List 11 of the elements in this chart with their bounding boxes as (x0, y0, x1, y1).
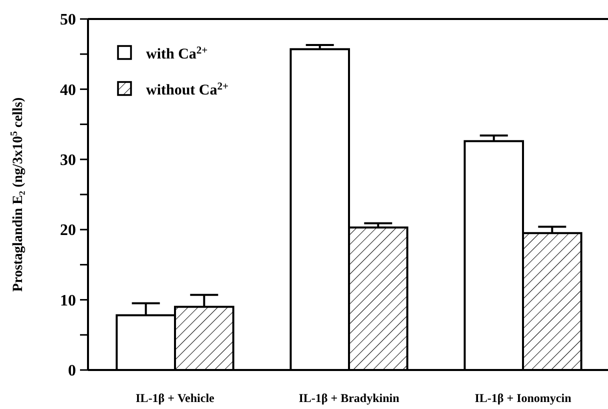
x-tick-label: IL-1β + Vehicle (136, 391, 216, 405)
y-tick-label: 20 (60, 222, 76, 240)
legend-label: with Ca$^{2+}$ (146, 44, 208, 62)
y-tick-label: 0 (68, 362, 76, 380)
y-tick-label: 10 (60, 292, 76, 310)
x-tick-label: IL-1β + Bradykinin (298, 391, 400, 405)
x-tick-label: IL-1β + Ionomycin (474, 391, 572, 405)
y-tick-label: 40 (60, 82, 76, 99)
legend-label: without Ca$^{2+}$ (146, 80, 229, 98)
y-tick-label: 30 (60, 152, 76, 169)
y-tick-label: 50 (60, 12, 76, 29)
